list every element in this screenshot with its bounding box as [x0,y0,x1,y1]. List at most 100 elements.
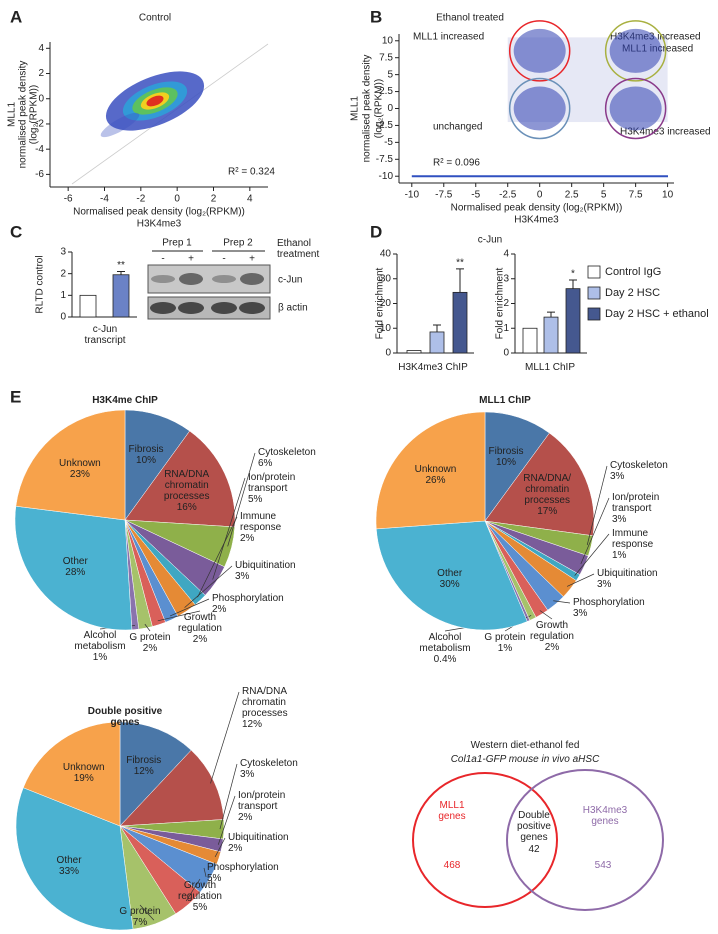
leader-line [539,610,553,620]
y-tick-label: 1 [503,323,509,334]
x-tick-label: 2 [211,194,217,205]
x-axis-label: Normalised peak density (log₂(RPKM)) [73,207,245,218]
y-axis-label: MLL1 [7,102,18,127]
y-tick-label: -10 [379,171,394,182]
y-tick-label: 0 [387,103,393,114]
leader-line [210,691,240,784]
significance: ** [456,257,464,268]
decoration [178,302,204,314]
y-tick-label: -7.5 [376,154,394,165]
chart-title: c-Jun [478,235,502,246]
legend-swatch [587,265,601,279]
y-tick-label: 4 [38,43,44,54]
x-tick-label: 2.5 [565,190,579,201]
leader-line [580,497,610,564]
y-axis-label: normalised peak density [362,55,373,163]
bar [79,294,97,318]
legend-label: Control IgG [605,266,661,278]
decoration [604,20,667,82]
x-tick-label: -2.5 [499,190,517,201]
leader-line [157,610,201,622]
decoration [147,296,271,320]
y-axis-label: (log₂(RPKM)) [29,85,40,144]
x-axis-label: H3K4me3 [514,215,559,226]
y-tick-label: 10 [380,323,392,334]
annotation: R² = 0.324 [228,167,275,178]
significance: * [571,269,575,280]
x-tick-label: -10 [405,190,420,201]
y-tick-label: 3 [503,273,509,284]
chart-title: Ethanol treated [436,13,504,24]
panel-letter: E [10,387,21,406]
venn-set [412,772,558,908]
y-tick-label: 0 [385,348,391,359]
row-label: c-Jun [278,275,302,286]
leader-line [227,452,256,547]
legend-swatch [587,307,601,321]
y-tick-label: 40 [380,249,392,260]
decoration [100,112,140,138]
y-tick-label: 0 [38,93,44,104]
bar [112,274,130,318]
pie-slice [15,409,126,521]
panel-letter: D [370,222,382,241]
y-tick-label: 4 [503,249,509,260]
y-tick-label: 7.5 [379,52,393,63]
x-tick-label: -6 [64,194,73,205]
decoration [609,28,662,73]
decoration [609,86,662,131]
decoration [508,20,571,82]
y-tick-label: -4 [35,144,44,155]
bar [522,327,538,354]
lane-sign: + [249,254,255,265]
decoration [211,302,237,314]
leader-line [169,598,210,617]
error-bar [547,311,555,318]
decoration [513,86,566,131]
decoration [151,275,175,283]
lane-sign: - [161,254,164,265]
y-axis-label: normalised peak density [18,61,29,169]
decoration [240,273,264,285]
leader-line [217,795,236,845]
annotation: unchanged [433,122,483,133]
leader-line [219,763,238,830]
leader-line [184,565,233,608]
y-tick-label: 2 [503,298,509,309]
row-label: β actin [278,303,308,314]
decoration [146,95,164,107]
x-tick-label: 0 [174,194,180,205]
y-tick-label: -2.5 [376,120,394,131]
x-axis-label: Normalised peak density (log₂(RPKM)) [451,203,623,214]
x-tick-label: 7.5 [629,190,643,201]
pie-slice [15,787,134,931]
y-tick-label: 0 [503,348,509,359]
chart-title: Control [139,13,171,24]
annotation: R² = 0.096 [433,158,480,169]
decoration [150,302,176,314]
x-tick-label: -4 [100,194,109,205]
panel-letter: B [370,7,382,26]
bar [429,331,445,354]
significance: ** [117,260,125,271]
y-axis-label: Fold enrichment [495,267,506,339]
leader-line [185,878,201,902]
leader-line [203,867,207,877]
y-axis-label: MLL1 [350,96,361,121]
bar [406,350,422,354]
y-axis-label: Fold enrichment [375,267,386,339]
y-tick-label: 3 [60,247,66,258]
y-axis-label: RLTD control [35,255,46,313]
x-tick-label: 0 [537,190,543,201]
leader-line [574,533,610,576]
leader-line [144,623,151,632]
annotation: MLL1 increased [413,32,484,43]
leader-line [553,600,571,604]
y-tick-label: 0 [60,312,66,323]
x-tick-label: 10 [662,190,674,201]
y-tick-label: 2 [38,68,44,79]
prep-label: Prep 2 [223,238,253,249]
y-tick-label: 5 [387,69,393,80]
decoration [508,77,571,140]
